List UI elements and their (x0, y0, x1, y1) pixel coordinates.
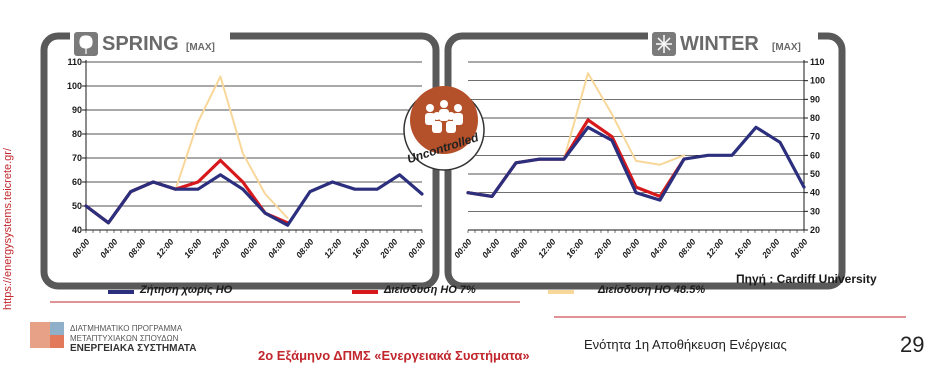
y-tick-label: 90 (810, 94, 820, 104)
logo-mark (30, 322, 50, 348)
page-number: 29 (900, 332, 925, 357)
x-tick-label: 20:00 (377, 237, 399, 261)
y-tick-label: 80 (810, 113, 820, 123)
y-tick-label: 80 (72, 129, 82, 139)
x-tick-label: 16:00 (350, 237, 372, 260)
legend-label-demand: Ζήτηση χωρίς ΗΟ (140, 284, 233, 296)
x-tick-label: 12:00 (322, 237, 344, 260)
y-tick-label: 110 (810, 57, 825, 67)
x-tick-label: 04:00 (480, 237, 502, 260)
source-label: Πηγή : Cardiff University (736, 272, 877, 286)
legend-swatch-ev-7 (352, 290, 378, 294)
tulip-icon (74, 32, 98, 56)
x-tick-label: 00:00 (238, 237, 260, 260)
y-tick-label: 70 (810, 132, 820, 142)
x-tick-label: 00:00 (406, 237, 428, 260)
unit-name: Ενότητα 1η Αποθήκευση Ενέργειας (584, 337, 787, 352)
y-tick-label: 40 (72, 225, 82, 235)
x-tick-label: 16:00 (732, 237, 754, 260)
x-tick-label: 08:00 (508, 237, 530, 260)
y-tick-label: 90 (72, 105, 82, 115)
winter-title-suffix: [MAX] (772, 42, 801, 53)
x-tick-label: 08:00 (294, 237, 316, 260)
logo-mark-bottom (50, 335, 64, 348)
program-title: 2ο Εξάμηνο ΔΠΜΣ «Ενεργειακά Συστήματα» (258, 348, 530, 363)
series-line-demand (466, 125, 806, 202)
legend-label-ev-48: Διείσδυση ΗΟ 48.5% (598, 284, 706, 296)
spring-title: SPRING (102, 33, 179, 55)
logo-mark-top (50, 322, 64, 335)
x-tick-label: 00:00 (452, 237, 474, 260)
side-url[interactable]: https://energysystems.teicrete.gr/ (2, 147, 14, 310)
y-tick-label: 60 (810, 150, 820, 160)
y-tick-label: 70 (72, 153, 82, 163)
winter-frame (444, 32, 846, 290)
y-tick-label: 50 (72, 201, 82, 211)
series-line-demand (84, 173, 424, 227)
logo-text-line1: ΔΙΑΤΜΗΜΑΤΙΚΟ ΠΡΟΓΡΑΜΜΑ (70, 324, 183, 333)
y-tick-label: 40 (810, 188, 820, 198)
x-tick-label: 08:00 (676, 237, 698, 260)
y-tick-label: 20 (810, 225, 820, 235)
logo-text-line3: ΕΝΕΡΓΕΙΑΚΑ ΣΥΣΤΗΜΑΤΑ (70, 343, 197, 354)
winter-title: WINTER (680, 33, 759, 55)
legend-swatch-ev-48 (548, 290, 574, 294)
legend-swatch-demand (108, 290, 134, 294)
y-tick-label: 100 (810, 76, 825, 86)
y-tick-label: 100 (67, 81, 82, 91)
x-tick-label: 12:00 (154, 237, 176, 260)
logo-text-line2: ΜΕΤΑΠΤΥΧΙΑΚΩΝ ΣΠΟΥΔΩΝ (70, 334, 179, 343)
x-tick-label: 04:00 (98, 237, 120, 260)
spring-chart: 110 100 90 80 70 60 50 40 00:00 04:00 08:00 12:00 16… (67, 57, 428, 261)
snowflake-icon (652, 32, 676, 56)
x-tick-label: 12:00 (536, 237, 558, 260)
x-tick-label: 12:00 (704, 237, 726, 260)
legend-label-ev-7: Διείσδυση ΗΟ 7% (384, 284, 476, 296)
uncontrolled-stamp: Uncontrolled (403, 86, 485, 171)
x-tick-label: 20:00 (591, 237, 613, 261)
y-tick-label: 50 (810, 169, 820, 179)
y-tick-label: 110 (67, 57, 82, 67)
x-tick-label: 04:00 (648, 237, 670, 260)
x-tick-label: 00:00 (70, 237, 92, 260)
y-tick-label: 30 (810, 206, 820, 216)
x-tick-label: 20:00 (209, 237, 231, 261)
x-tick-label: 08:00 (126, 237, 148, 260)
x-tick-label: 00:00 (620, 237, 642, 260)
x-tick-label: 04:00 (266, 237, 288, 260)
chart-frames: SPRING [MAX] WINTER [MAX] (40, 30, 906, 318)
spring-title-suffix: [MAX] (186, 42, 215, 53)
people-icon (425, 100, 463, 133)
x-tick-label: 16:00 (182, 237, 204, 260)
x-tick-label: 16:00 (564, 237, 586, 260)
series-line-ev-48 (467, 72, 685, 198)
x-tick-label: 00:00 (788, 237, 810, 260)
y-tick-label: 60 (72, 177, 82, 187)
x-tick-label: 20:00 (759, 237, 781, 261)
winter-title-bg (648, 30, 818, 58)
